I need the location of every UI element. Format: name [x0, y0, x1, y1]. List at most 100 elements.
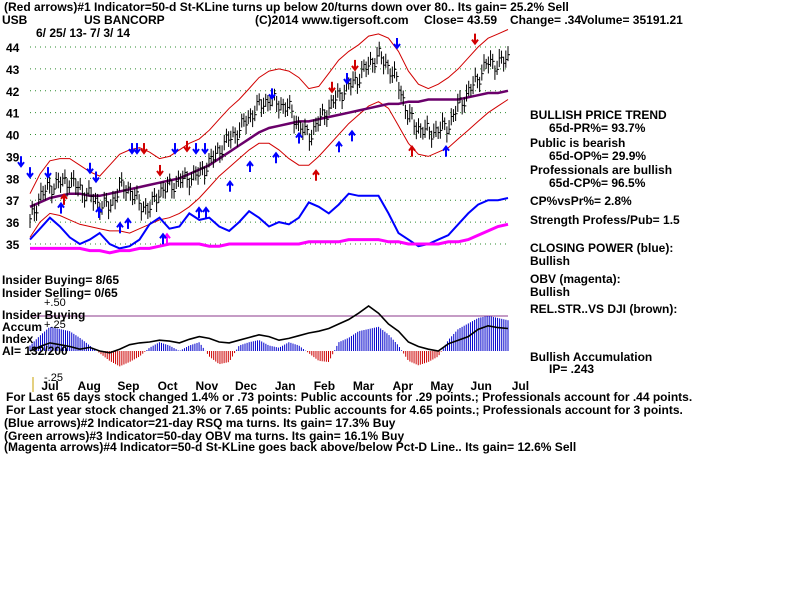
insider-buying-label: Insider Buying	[2, 308, 86, 322]
arrow-head	[86, 168, 94, 175]
arrow-head	[343, 78, 351, 85]
arrow-head	[192, 148, 200, 155]
arrow-down	[26, 167, 34, 179]
arrow-head	[268, 93, 276, 101]
company-name: US BANCORP	[84, 13, 165, 27]
ai-value: AI= 132/200	[2, 344, 68, 358]
closing-power-label: CLOSING POWER (blue):	[530, 241, 674, 255]
obv-line	[30, 222, 509, 255]
arrow-up	[202, 206, 210, 218]
arrow-head	[408, 145, 416, 152]
strength-value: Strength Profess/Pub= 1.5	[530, 213, 680, 227]
arrow-down	[171, 143, 179, 155]
arrow-head	[133, 148, 141, 155]
arrow-head	[159, 232, 167, 239]
obv-label: OBV (magenta):	[530, 272, 621, 286]
arrow-down	[268, 88, 276, 101]
indicator-legend-green: (Green arrows)#3 Indicator=50-day OBV ma…	[4, 429, 405, 443]
arrow-up	[246, 160, 254, 173]
x-tick-label: Mar	[353, 379, 375, 393]
y-tick-label: 36	[6, 216, 20, 230]
ticker-symbol: USB	[2, 13, 28, 27]
arrow-up	[226, 180, 234, 192]
arrow-head	[183, 146, 191, 153]
cp-value: 65d-CP%= 96.5%	[549, 176, 646, 190]
arrow-up	[124, 217, 132, 229]
accum-label: Accum	[2, 320, 43, 334]
lower-band-line	[29, 99, 509, 238]
arrow-up	[57, 201, 65, 214]
trend-title: BULLISH PRICE TREND	[530, 108, 667, 122]
arrow-down	[156, 164, 164, 177]
public-title: Public is bearish	[530, 136, 626, 150]
arrow-head	[295, 131, 303, 139]
accum-tick-50: +.50	[44, 297, 66, 309]
arrow-head	[17, 161, 25, 168]
relative-strength-line	[29, 305, 509, 354]
arrow-head	[351, 65, 359, 72]
accum-title: Bullish Accumulation	[530, 350, 653, 364]
arrow-down	[192, 143, 200, 155]
x-tick-label: Apr	[392, 379, 413, 393]
pr-value: 65d-PR%= 93.7%	[549, 121, 646, 135]
upper-band-line	[29, 29, 509, 194]
x-tick-label: Jun	[471, 379, 492, 393]
arrow-up	[335, 140, 343, 153]
arrow-up	[295, 131, 303, 144]
arrow-head	[335, 140, 343, 147]
arrow-down	[128, 143, 136, 155]
x-tick-label: Jul	[41, 379, 58, 393]
footer-65day: For Last 65 days stock changed 1.4% or .…	[6, 390, 693, 404]
volume-value: Volume= 35191.21	[580, 13, 683, 27]
arrow-head	[328, 87, 336, 94]
arrow-down	[328, 81, 336, 94]
arrow-head	[116, 221, 124, 228]
x-tick-label: May	[430, 379, 454, 393]
accum-tick-25: +.25	[44, 319, 66, 331]
x-tick-label: Sep	[117, 379, 139, 393]
cpvspr-value: CP%vsPr%= 2.8%	[530, 194, 632, 208]
y-tick-label: 35	[6, 238, 20, 252]
arrow-up	[195, 206, 203, 218]
indicator-legend-red: (Red arrows)#1 Indicator=50-d St-KLine t…	[4, 0, 569, 14]
arrow-head	[226, 180, 234, 187]
chart-series	[29, 29, 510, 255]
y-tick-label: 40	[6, 129, 20, 143]
arrow-head	[26, 172, 34, 179]
arrow-head	[442, 145, 450, 152]
y-tick-label: 43	[6, 63, 20, 77]
arrow-up	[95, 206, 103, 218]
date-range: 6/ 25/ 13- 7/ 3/ 14	[36, 26, 131, 40]
insider-selling-count: Insider Selling= 0/65	[2, 286, 118, 300]
arrow-head	[393, 43, 401, 50]
indicator-legend-blue: (Blue arrows)#2 Indicator=21-day RSQ ma …	[4, 416, 396, 430]
arrow-down	[86, 162, 94, 175]
arrow-down	[183, 140, 191, 153]
accum-tick-neg25: -.25	[44, 372, 63, 384]
x-tick-label: Oct	[158, 379, 178, 393]
arrow-up	[60, 193, 68, 205]
arrow-down	[133, 143, 141, 155]
pros-title: Professionals are bullish	[530, 163, 673, 177]
arrow-head	[140, 148, 148, 155]
arrow-down	[92, 171, 100, 184]
x-tick-label: Jan	[275, 379, 296, 393]
y-tick-label: 41	[6, 107, 20, 121]
ma-line	[29, 89, 509, 208]
arrow-up	[442, 145, 450, 157]
credit-text: (C)2014 www.tigersoft.com	[255, 13, 409, 27]
arrow-up	[348, 129, 356, 142]
arrow-head	[44, 172, 52, 179]
arrow-up	[312, 169, 320, 181]
arrow-head	[156, 170, 164, 177]
arrow-down	[393, 38, 401, 50]
y-tick-label: 38	[6, 172, 20, 186]
arrow-down	[44, 167, 52, 179]
arrow-head	[246, 160, 254, 167]
arrow-head	[201, 148, 209, 155]
arrow-head	[60, 193, 68, 200]
insider-buying-count: Insider Buying= 8/65	[2, 273, 120, 287]
closing-power-value: Bullish	[530, 254, 571, 268]
x-tick-label: Nov	[195, 379, 218, 393]
arrow-head	[171, 148, 179, 155]
